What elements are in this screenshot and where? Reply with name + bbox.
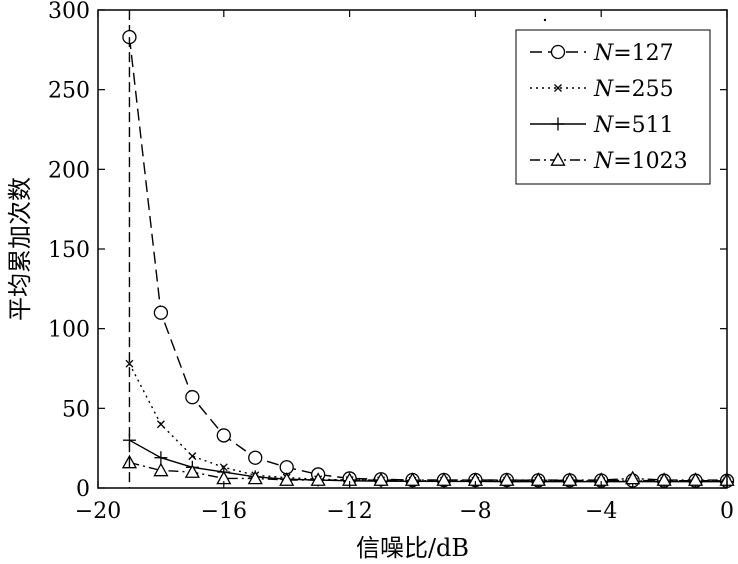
x-tick-label: −20 — [75, 499, 121, 524]
series-layer — [121, 10, 735, 489]
legend-label: N=1023 — [593, 149, 688, 174]
data-point — [436, 472, 452, 486]
y-tick-label: 300 — [48, 0, 90, 24]
data-point — [404, 472, 421, 486]
data-point — [247, 470, 263, 485]
legend-swatch-marker — [550, 152, 566, 166]
data-point — [153, 462, 169, 477]
data-point — [156, 420, 165, 429]
legend-box — [515, 29, 711, 185]
x-tick-label: 0 — [720, 499, 734, 524]
data-point — [279, 460, 294, 475]
y-tick-label: 150 — [48, 238, 90, 263]
legend-label-italic: N — [593, 41, 614, 66]
y-tick-label: 200 — [48, 158, 90, 183]
y-tick-label: 50 — [62, 397, 90, 422]
legend-swatch-marker — [554, 84, 562, 92]
legend-label-italic: N — [593, 77, 614, 102]
data-point — [248, 450, 263, 465]
x-marker-stroke — [554, 84, 562, 92]
data-point — [154, 451, 168, 465]
y-tick-label: 250 — [48, 79, 90, 104]
series-line — [128, 363, 727, 482]
legend-label-italic: N — [593, 149, 614, 174]
data-point — [530, 472, 546, 486]
x-tick-label: −8 — [459, 499, 491, 524]
legend-entry: N=255 — [530, 77, 674, 102]
x-tick-label: −16 — [201, 499, 247, 524]
data-point — [184, 464, 200, 478]
data-point — [562, 472, 578, 486]
x-marker-stroke — [156, 420, 165, 429]
data-point — [310, 472, 326, 486]
stray-dot — [543, 18, 547, 22]
data-point — [373, 472, 389, 486]
data-point — [185, 390, 200, 405]
data-point — [216, 428, 231, 443]
legend-label: N=511 — [593, 113, 674, 138]
legend-entry: N=127 — [530, 41, 674, 66]
data-point — [188, 452, 197, 461]
legend-swatch-marker — [550, 44, 566, 60]
data-point — [687, 472, 704, 486]
tick-layer: −20 −16 −12 −8 −4 0 0 50 100 150 200 250 300 — [48, 0, 734, 524]
data-point — [153, 305, 169, 320]
legend-label: N=127 — [593, 41, 674, 66]
data-point — [499, 472, 515, 486]
legend-label-rest: =255 — [613, 77, 673, 102]
x-marker-stroke — [125, 359, 134, 368]
legend-label-rest: =511 — [613, 113, 673, 138]
data-point — [125, 359, 134, 368]
y-axis-title: 平均累加次数 — [6, 177, 34, 321]
y-tick-label: 0 — [76, 477, 90, 502]
legend-entry: N=1023 — [530, 149, 688, 174]
legend-label-rest: =127 — [613, 41, 673, 66]
x-tick-label: −12 — [326, 499, 372, 524]
series-line — [129, 461, 727, 481]
y-tick-label: 100 — [48, 318, 90, 343]
legend-label-rest: =1023 — [613, 149, 687, 174]
legend-entry: N=511 — [530, 113, 674, 138]
x-axis-title: 信噪比/dB — [356, 534, 469, 560]
data-point — [625, 470, 641, 485]
x-tick-label: −4 — [585, 499, 617, 524]
legend-swatch-marker — [551, 117, 565, 131]
data-point — [656, 472, 672, 486]
data-point — [279, 472, 295, 486]
legend-label-italic: N — [593, 113, 614, 138]
legend-label: N=255 — [593, 77, 674, 102]
x-marker-stroke — [188, 452, 197, 461]
